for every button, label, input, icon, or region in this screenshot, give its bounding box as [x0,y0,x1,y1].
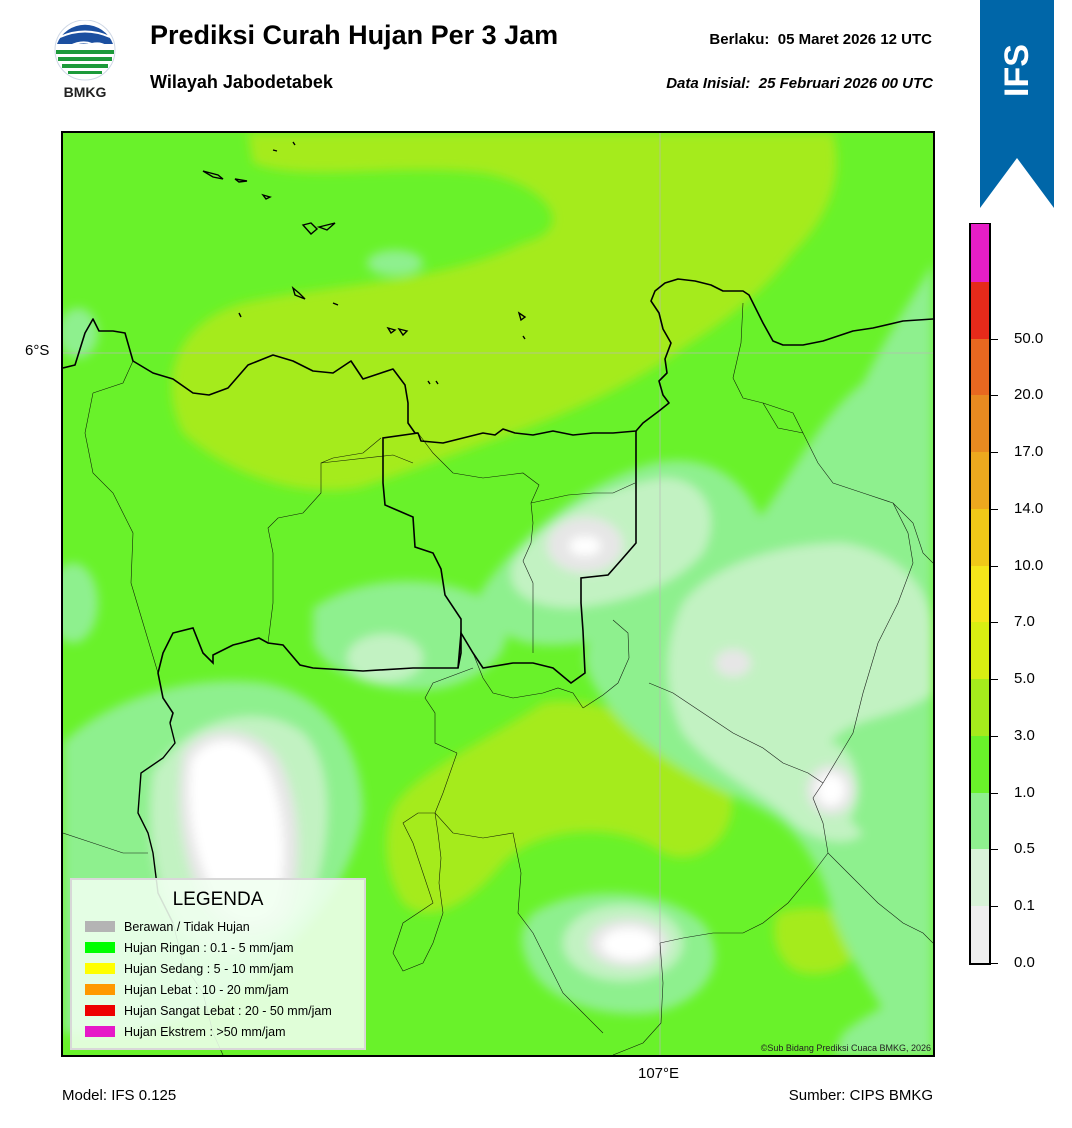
field-01-05mm-mid [347,634,423,682]
legend-item: Hujan Sangat Lebat : 20 - 50 mm/jam [72,1000,364,1021]
province-border-east [457,431,637,685]
lat-label: 6°S [25,342,50,359]
init-time: Data Inisial: 25 Februari 2026 00 UTC [666,75,933,92]
legend-item: Hujan Lebat : 10 - 20 mm/jam [72,979,364,1000]
legend-swatch [85,984,115,995]
ifs-ribbon [980,0,1054,208]
colorbar-segment [971,791,989,850]
colorbar-tick-label: 3.0 [1014,727,1035,744]
province-border-west [157,432,462,724]
colorbar-segment [971,564,989,623]
colorbar-segment [971,281,989,339]
colorbar-tick [991,963,998,964]
map-legend: LEGENDA Berawan / Tidak Hujan Hujan Ring… [70,878,366,1050]
legend-item: Hujan Ringan : 0.1 - 5 mm/jam [72,937,364,958]
field-05-1mm-north-patch [367,250,423,276]
colorbar-tick-label: 0.1 [1014,897,1035,914]
legend-item-label: Hujan Ekstrem : >50 mm/jam [124,1024,286,1039]
thousand-islands [202,141,527,385]
page-subtitle: Wilayah Jabodetabek [150,72,333,92]
map-copyright: ©Sub Bidang Prediksi Cuaca BMKG, 2026 [760,1043,931,1053]
colorbar-tick-label: 0.5 [1014,840,1035,857]
colorbar-tick [991,849,998,850]
colorbar-segment [971,394,989,453]
colorbar-segment [971,508,989,566]
colorbar-segment [971,224,989,282]
colorbar-tick-label: 17.0 [1014,443,1044,460]
colorbar-segment [971,621,989,680]
colorbar-tick [991,395,998,396]
field-0-01mm-east [715,649,751,677]
colorbar-tick-label: 5.0 [1014,670,1035,687]
colorbar-segment [971,678,989,736]
bmkg-logo: BMKG [52,19,118,102]
legend-swatch [85,963,115,974]
model-label: Model: IFS 0.125 [62,1087,177,1104]
legend-item: Hujan Ekstrem : >50 mm/jam [72,1021,364,1042]
legend-item-label: Hujan Sedang : 5 - 10 mm/jam [124,961,294,976]
ribbon-label: IFS [997,43,1036,97]
colorbar-tick [991,793,998,794]
colorbar-tick-label: 20.0 [1014,386,1044,403]
source-label: Sumber: CIPS BMKG [788,1087,933,1104]
colorbar-tick-label: 10.0 [1014,557,1044,574]
colorbar-tick [991,736,998,737]
field-05-1mm-nw [63,308,98,358]
regency-boundaries [63,302,933,1055]
legend-swatch [85,1005,115,1016]
legend-swatch [85,942,115,953]
legend-item: Hujan Sedang : 5 - 10 mm/jam [72,958,364,979]
colorbar-segment [971,905,989,963]
colorbar-tick-label: 14.0 [1014,500,1044,517]
colorbar-tick-label: 50.0 [1014,330,1044,347]
field-05-1mm-southeast [833,983,933,1055]
colorbar-tick [991,566,998,567]
colorbar-tick [991,906,998,907]
colorbar-segment [971,735,989,793]
legend-item-label: Hujan Sangat Lebat : 20 - 50 mm/jam [124,1003,332,1018]
colorbar-tick [991,622,998,623]
field-zero-east [817,774,845,806]
field-zero-center [569,536,601,556]
colorbar-tick-label: 0.0 [1014,954,1035,971]
field-zero-southwest [189,740,285,920]
legend-swatch [85,1026,115,1037]
colorbar-tick [991,339,998,340]
colorbar-segment [971,337,989,396]
colorbar-tick-label: 7.0 [1014,613,1035,630]
lon-label: 107°E [638,1065,680,1082]
legend-item-label: Hujan Lebat : 10 - 20 mm/jam [124,982,289,997]
bmkg-emblem-icon [54,19,116,81]
field-05-1mm-west [63,563,98,643]
field-01-05mm-east [668,543,933,842]
colorbar-tick [991,452,998,453]
legend-item-label: Hujan Ringan : 0.1 - 5 mm/jam [124,940,294,955]
legend-title: LEGENDA [172,889,264,910]
legend-swatch [85,921,115,932]
forecast-map: LEGENDA Berawan / Tidak Hujan Hujan Ring… [61,131,935,1057]
page-title: Prediksi Curah Hujan Per 3 Jam [150,20,559,50]
colorbar-tick-label: 1.0 [1014,784,1035,801]
coastline [63,278,933,444]
colorbar [969,223,991,965]
field-zero-south [601,928,657,960]
field-3-5mm-south [386,701,733,913]
colorbar-tick [991,509,998,510]
legend-item-label: Berawan / Tidak Hujan [124,919,250,934]
legend-item: Berawan / Tidak Hujan [72,916,364,937]
colorbar-tick [991,679,998,680]
field-3-5mm-north [171,133,837,491]
colorbar-segment [971,451,989,509]
valid-time: Berlaku: 05 Maret 2026 12 UTC [709,31,932,48]
colorbar-segment [971,848,989,907]
logo-text: BMKG [63,84,107,100]
